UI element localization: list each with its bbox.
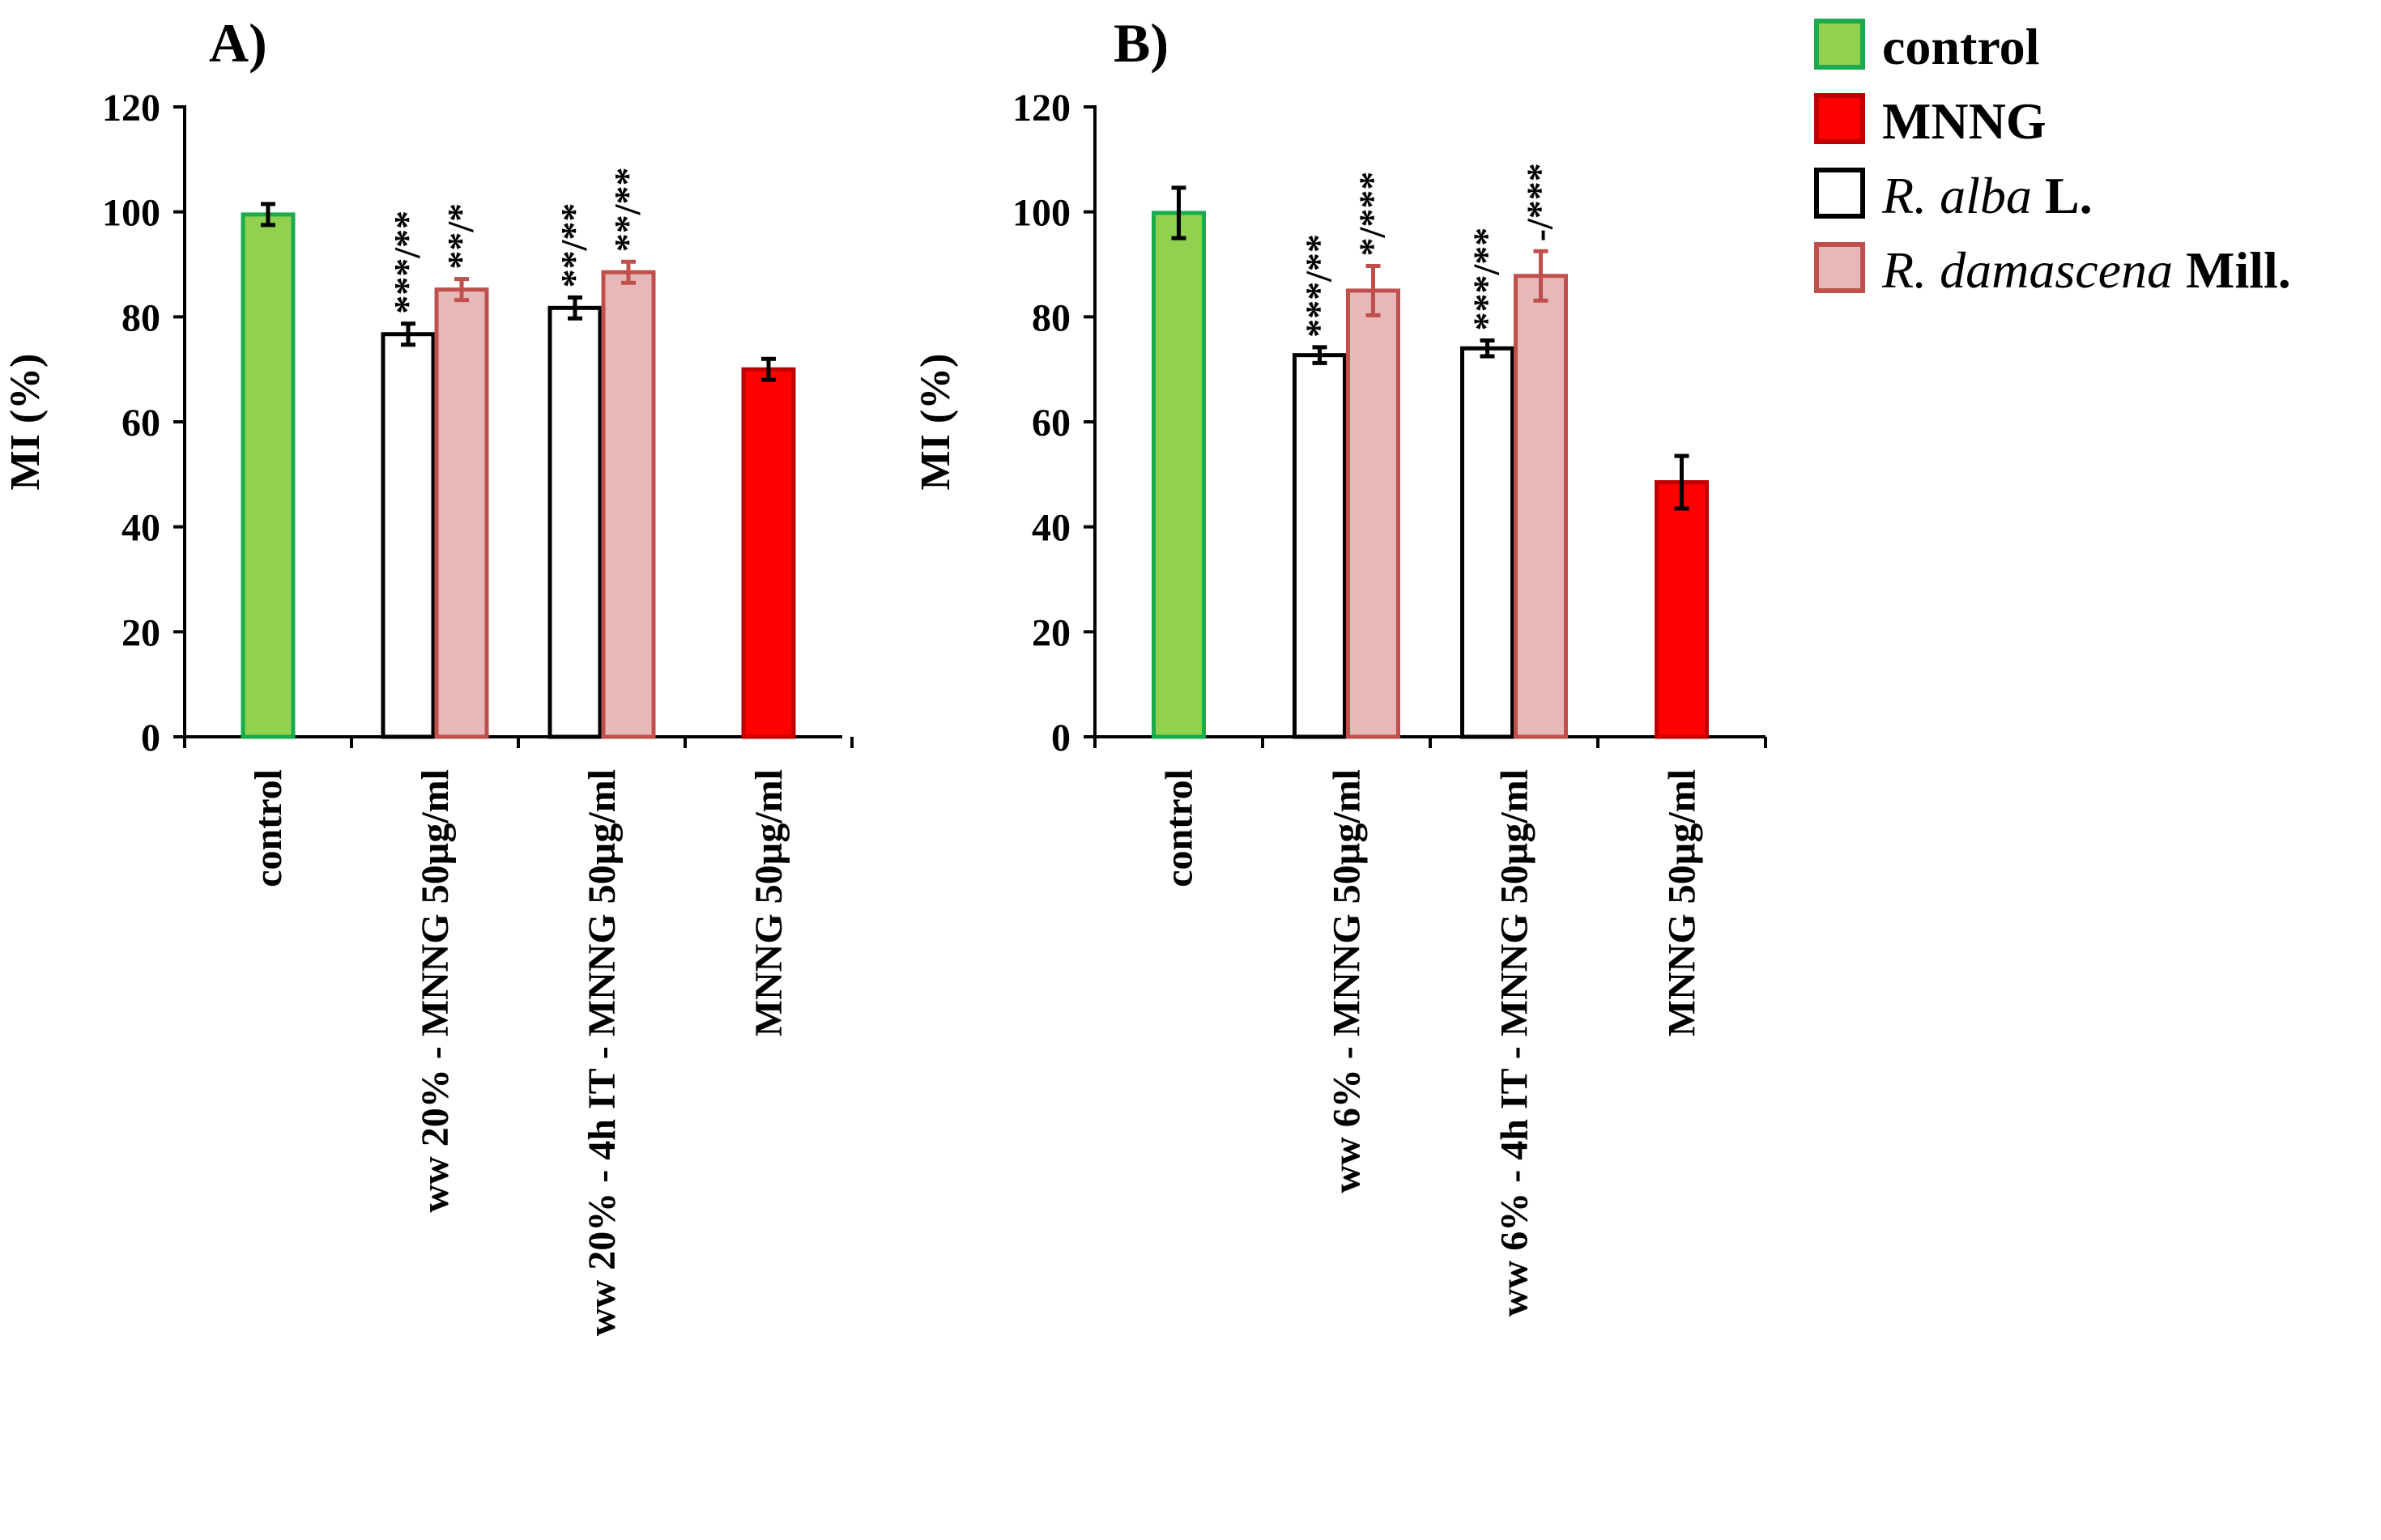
panel-b-category-label-2: ww 6% - 4h IT - MNNG 50µg/ml [1493,769,1536,1317]
panel-a-category-label-1: ww 20% - MNNG 50µg/ml [414,769,457,1213]
legend-label-r-alba: R. alba L. [1882,167,2093,224]
panel-a: A) MI (%) 0 20 40 60 80 100 120 control ww 20% - M… [2,12,854,1336]
panel-a-bar-r-alba-l-1-significance-label: ***/** [386,211,428,314]
panel-b-y-tick-label-0: 0 [1051,717,1071,759]
panel-a-bar-r-alba-l-2 [547,305,603,739]
legend-item-r-alba: R. alba L. [1814,164,2373,238]
panel-a-bar-r-damascena-mill-1 [434,287,489,739]
panel-a-y-tick-label-20: 20 [121,611,160,654]
panel-a-y-tick-label-0: 0 [141,717,160,759]
panel-b-bar-r-damascena-mill-2-significance-label: -/*** [1519,163,1561,241]
panel-a-bar-r-damascena-mill-2-significance-label: **/** [607,167,648,252]
panel-b-bar-r-alba-l-1 [1293,353,1347,739]
legend-item-control: control [1814,15,2373,89]
panel-a-category-label-0: control [247,769,290,887]
panel-b-y-tick-label-80: 80 [1032,296,1071,339]
legend-swatch-r-damascena [1814,242,1865,293]
panel-b-y-tick-label-40: 40 [1032,507,1071,550]
panel-b-y-tick-label-60: 60 [1032,402,1071,445]
panel-b-label: B) [1114,12,1169,74]
legend-swatch-mnng [1814,93,1865,144]
panel-a-bar-mnng-3 [741,367,796,739]
panel-b-y-tick-label-100: 100 [1012,192,1071,235]
panel-b-bar-r-alba-l-2 [1460,346,1514,739]
legend-swatch-control [1814,19,1865,70]
panel-b-category-label-0: control [1158,769,1201,887]
panel-a-y-axis-label: MI (%) [2,354,49,491]
panel-b-bar-r-alba-l-2-significance-label: ***/** [1466,228,1507,331]
legend-label-control: control [1882,18,2040,75]
legend-swatch-r-alba [1814,168,1865,219]
panel-a-y-tick-label-100: 100 [102,192,160,235]
panel-b-bar-r-damascena-mill-1 [1346,288,1400,739]
panel-a-y-tick-label-80: 80 [121,296,160,339]
panel-a-bar-r-alba-l-1 [381,332,436,739]
panel-a-category-label-2: ww 20% - 4h IT - MNNG 50µg/ml [581,769,624,1336]
panel-b-y-tick-label-120: 120 [1012,87,1071,130]
legend-item-r-damascena: R. damascena Mill. [1814,238,2373,313]
panel-b-bar-mnng-3 [1655,480,1709,739]
panel-a-y-tick-label-60: 60 [121,402,160,445]
panel-b-category-label-3: MNNG 50µg/ml [1661,769,1704,1036]
panel-b-bar-r-damascena-mill-2 [1514,274,1568,739]
panel-a-y-tick-label-40: 40 [121,507,160,550]
panel-b-bar-control-0 [1152,211,1206,739]
panel-a-bar-control-0 [241,212,296,739]
panel-a-y-tick-label-120: 120 [102,87,160,130]
panel-b-bar-r-damascena-mill-1-significance-label: */*** [1352,172,1393,257]
panel-b-category-label-1: ww 6% - MNNG 50µg/ml [1326,769,1369,1193]
panel-a-bar-r-damascena-mill-2 [601,270,656,739]
panel-b-y-axis-label: MI (%) [913,354,959,491]
legend-label-r-damascena: R. damascena Mill. [1882,241,2291,299]
legend: control MNNG R. alba L. R. damascena Mil… [1814,15,2373,313]
panel-b: B) MI (%) 0 20 40 60 80 100 120 control ww 6% - MN… [913,12,1767,1317]
panel-a-bar-r-alba-l-2-significance-label: **/** [553,203,594,288]
legend-label-mnng: MNNG [1882,92,2047,150]
panel-b-y-tick-label-20: 20 [1032,611,1071,654]
panel-b-bar-r-alba-l-1-significance-label: ***/** [1298,234,1340,338]
legend-item-mnng: MNNG [1814,89,2373,164]
panel-a-label: A) [209,12,267,74]
panel-a-bar-r-damascena-mill-1-significance-label: **/* [440,203,481,270]
panel-a-category-label-3: MNNG 50µg/ml [748,769,790,1036]
